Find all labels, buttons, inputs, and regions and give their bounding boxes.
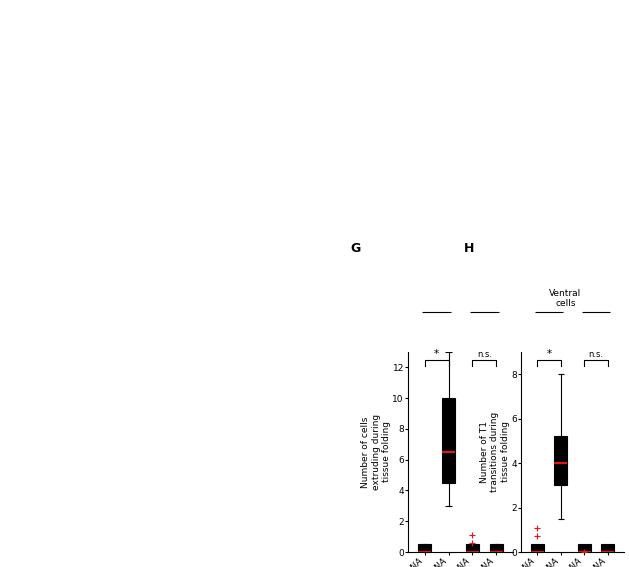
Bar — [531, 544, 544, 552]
Bar — [442, 398, 455, 483]
Bar — [418, 544, 431, 552]
Bar — [490, 544, 503, 552]
Y-axis label: Number of T1
transitions during
tissue folding: Number of T1 transitions during tissue f… — [480, 412, 509, 492]
Y-axis label: Number of cells
extruding during
tissue folding: Number of cells extruding during tissue … — [361, 414, 391, 490]
Bar — [578, 544, 591, 552]
Bar — [466, 544, 479, 552]
Text: *: * — [434, 349, 439, 359]
Text: n.s.: n.s. — [477, 350, 492, 359]
Text: G: G — [350, 242, 360, 255]
Text: *: * — [547, 349, 552, 359]
Text: Ventral
cells: Ventral cells — [549, 289, 582, 308]
Text: n.s.: n.s. — [588, 350, 603, 359]
Text: H: H — [464, 242, 475, 255]
Bar — [601, 544, 614, 552]
Bar — [554, 437, 567, 485]
